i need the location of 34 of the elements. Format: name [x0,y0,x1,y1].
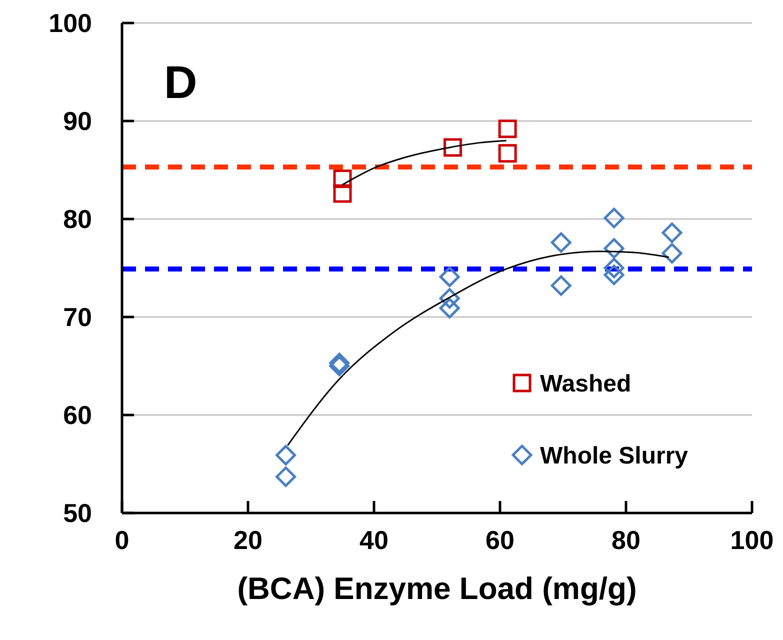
point [276,444,296,466]
point [550,275,572,296]
x-tick-label: 0 [114,525,130,555]
point [604,208,624,228]
point [439,298,460,318]
x-axis-title: (BCA) Enzyme Load (mg/g) [237,571,637,606]
point [444,138,462,157]
point [498,120,517,138]
y-tick-label: 80 [63,204,92,234]
point [604,258,624,278]
point [604,264,624,286]
point [550,232,572,253]
point [604,238,624,259]
point [439,266,460,288]
point [662,243,682,264]
x-tick-label: 40 [360,525,388,555]
legend-label: Whole Slurry [540,442,689,470]
y-tick-label: 70 [63,302,92,332]
y-tick-label: 60 [63,400,92,430]
point [498,144,517,163]
y-tick-label: 100 [48,8,92,38]
annotation: D [164,56,198,108]
legend-label: Washed [540,370,632,398]
y-tick-label: 90 [63,106,92,136]
x-tick-label: 80 [612,525,640,555]
point [333,170,352,188]
point [276,466,296,487]
x-tick-label: 20 [234,525,262,555]
x-tick-label: 60 [486,525,514,555]
point [439,288,460,309]
x-tick-label: 100 [730,525,774,555]
point [662,222,682,243]
y-tick-label: 50 [63,498,92,528]
point [333,184,352,203]
